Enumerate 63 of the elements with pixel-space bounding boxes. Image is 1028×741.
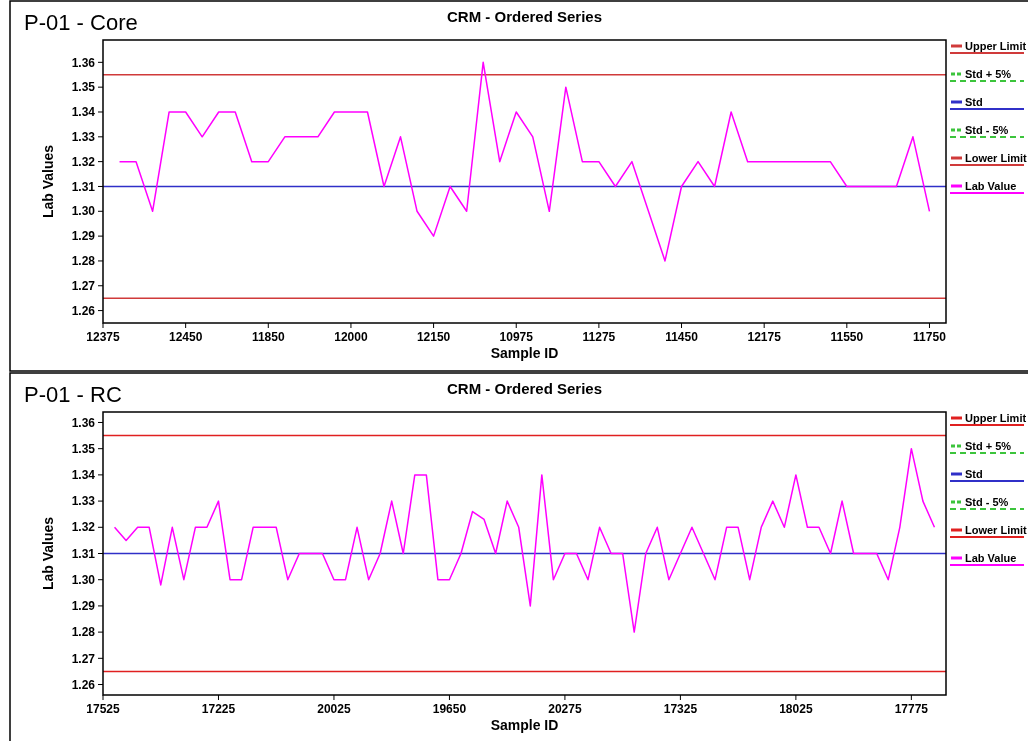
y-tick-label: 1.34 — [71, 105, 96, 120]
x-tick-label: 10975 — [499, 330, 534, 344]
y-tick-label: 1.30 — [71, 204, 96, 219]
x-tick-label: 18025 — [779, 702, 813, 716]
text: Std - 5% — [965, 124, 1009, 136]
x-tick-label: 12450 — [168, 330, 203, 344]
y-tick-label: 1.26 — [71, 677, 96, 692]
y-tick-label: 1.27 — [71, 651, 96, 666]
x-tick-label: 17525 — [86, 702, 121, 716]
y-tick-label: 1.26 — [71, 303, 96, 318]
x-tick-label: 20275 — [548, 702, 582, 716]
x-tick-label: 17225 — [201, 702, 236, 716]
x-tick-label: 11450 — [665, 330, 699, 344]
text: Std + 5% — [965, 68, 1012, 80]
x-tick-label: 11550 — [830, 330, 864, 344]
x-tick-label: 17775 — [894, 702, 929, 716]
x-tick-label: 20025 — [317, 702, 351, 716]
x-tick-label: 12375 — [86, 330, 121, 344]
text: Std - 5% — [965, 496, 1009, 508]
y-tick-label: 1.35 — [71, 441, 96, 456]
chart-title: CRM - Ordered Series — [446, 8, 603, 25]
y-tick-label: 1.33 — [71, 494, 96, 509]
y-axis-title: Lab Values — [40, 144, 56, 219]
x-tick-label: 19650 — [432, 702, 467, 716]
y-tick-label: 1.32 — [71, 154, 96, 169]
legend-label: Lower Limit — [965, 524, 1028, 536]
chart-subtitle: P-01 - RC — [24, 382, 122, 407]
x-tick-label: 11275 — [582, 330, 616, 344]
y-tick-label: 1.35 — [71, 80, 96, 95]
line-series — [118, 61, 931, 262]
x-tick-label: 12150 — [416, 330, 451, 344]
legend-label: Std — [965, 468, 983, 480]
line-series — [113, 447, 936, 633]
y-tick-label: 1.27 — [71, 278, 96, 293]
chart-title: CRM - Ordered Series — [446, 380, 603, 397]
legend-label: Std — [965, 96, 983, 108]
y-tick-label: 1.28 — [71, 254, 96, 269]
y-tick-label: 1.28 — [71, 625, 96, 640]
legend-label: Lab Value — [965, 180, 1017, 192]
legend-label: Lower Limit — [965, 152, 1028, 164]
y-tick-label: 1.36 — [71, 55, 96, 70]
legend-label: Lab Value — [965, 552, 1017, 564]
y-tick-label: 1.31 — [71, 546, 96, 561]
y-tick-label: 1.32 — [71, 520, 96, 535]
y-tick-label: 1.29 — [71, 229, 96, 244]
chart-subtitle: P-01 - Core — [24, 10, 138, 35]
text: Std + 5% — [965, 440, 1012, 452]
x-axis-title: Sample ID — [490, 717, 559, 733]
y-tick-label: 1.33 — [71, 130, 96, 145]
legend-label: Upper Limit — [965, 412, 1027, 424]
x-axis-title: Sample ID — [490, 345, 559, 361]
x-tick-label: 11850 — [251, 330, 285, 344]
y-tick-label: 1.34 — [71, 468, 96, 483]
y-tick-label: 1.30 — [71, 572, 96, 587]
x-tick-label: 17325 — [663, 702, 698, 716]
legend-label: Upper Limit — [965, 40, 1027, 52]
x-tick-label: 11750 — [913, 330, 947, 344]
y-tick-label: 1.31 — [71, 179, 96, 194]
x-tick-label: 12175 — [747, 330, 782, 344]
y-axis-title: Lab Values — [40, 516, 56, 591]
y-tick-label: 1.36 — [71, 415, 96, 430]
y-tick-label: 1.29 — [71, 599, 96, 614]
x-tick-label: 12000 — [334, 330, 368, 344]
